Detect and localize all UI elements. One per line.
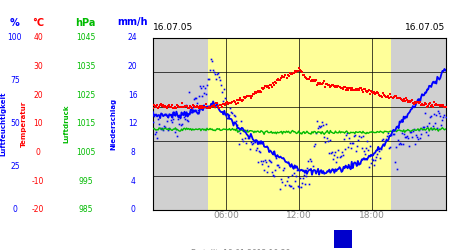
Text: 985: 985 [78, 206, 93, 214]
Bar [153, 38, 445, 210]
Text: 0: 0 [130, 206, 135, 214]
Text: 1005: 1005 [76, 148, 95, 157]
Text: 1025: 1025 [76, 90, 95, 100]
Text: °C: °C [32, 18, 44, 28]
Text: 20: 20 [33, 90, 43, 100]
Text: Luftfeuchtigkeit: Luftfeuchtigkeit [0, 92, 6, 156]
Text: Luftdruck: Luftdruck [63, 104, 70, 143]
Bar [208, 38, 391, 210]
Text: hPa: hPa [75, 18, 96, 28]
Text: 16.07.05: 16.07.05 [405, 23, 446, 32]
Text: 25: 25 [10, 162, 20, 172]
Text: 995: 995 [78, 177, 93, 186]
Text: -20: -20 [32, 206, 45, 214]
Text: 4: 4 [130, 177, 135, 186]
Text: 100: 100 [8, 33, 22, 42]
Text: 1045: 1045 [76, 33, 95, 42]
Text: 12: 12 [128, 119, 138, 128]
Text: 8: 8 [130, 148, 135, 157]
Text: -10: -10 [32, 177, 45, 186]
Text: 40: 40 [33, 33, 43, 42]
Text: 50: 50 [10, 119, 20, 128]
Text: 30: 30 [33, 62, 43, 71]
Text: Erstellt: 19.01.2012 10:29: Erstellt: 19.01.2012 10:29 [191, 249, 291, 250]
Text: 75: 75 [10, 76, 20, 85]
Text: Niederschlag: Niederschlag [110, 98, 117, 150]
Text: Temperatur: Temperatur [21, 100, 27, 147]
Text: 16.07.05: 16.07.05 [153, 23, 193, 32]
Text: 0: 0 [36, 148, 40, 157]
Text: %: % [10, 18, 20, 28]
Text: 16: 16 [128, 90, 138, 100]
Text: 1035: 1035 [76, 62, 95, 71]
Text: 1015: 1015 [76, 119, 95, 128]
Text: 10: 10 [33, 119, 43, 128]
Text: 0: 0 [13, 206, 17, 214]
Text: 20: 20 [128, 62, 138, 71]
Text: mm/h: mm/h [117, 18, 148, 28]
Text: 24: 24 [128, 33, 138, 42]
